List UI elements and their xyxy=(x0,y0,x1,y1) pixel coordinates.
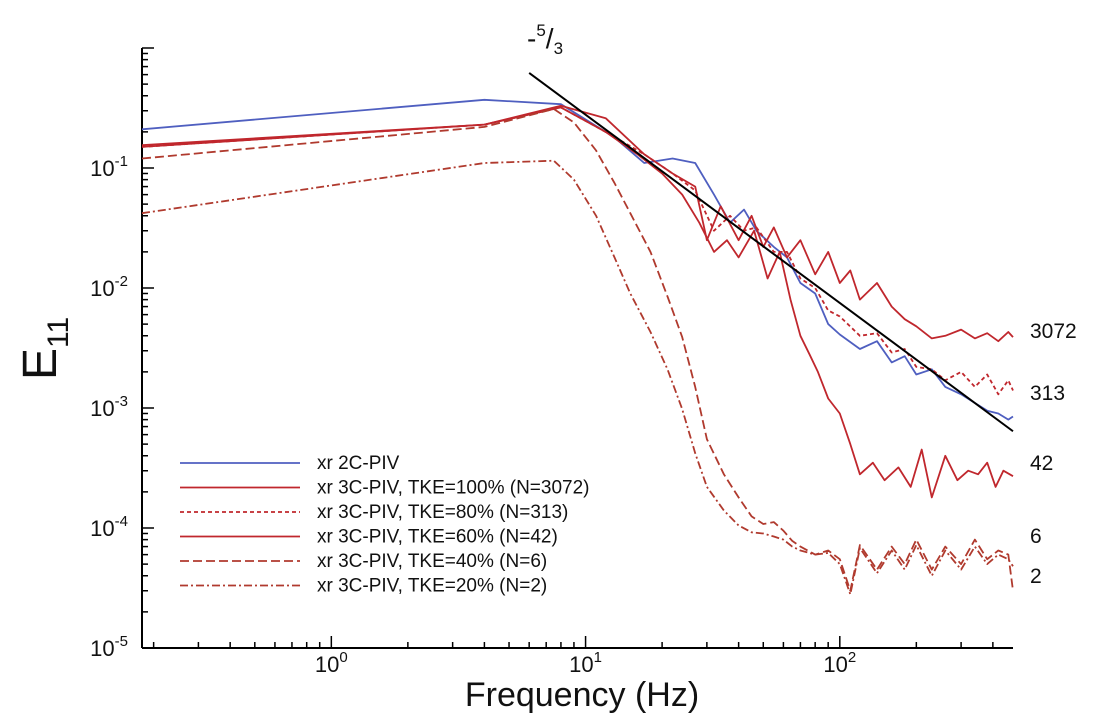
legend-label-3: xr 3C-PIV, TKE=80% (N=313) xyxy=(317,502,568,523)
tick-exponent: -4 xyxy=(115,513,128,530)
series-line-1 xyxy=(141,98,1014,421)
x-axis-title: Frequency (Hz) xyxy=(465,676,699,714)
tick-base: 10 xyxy=(315,652,339,677)
y-tick-label: 10-3 xyxy=(90,393,128,421)
y-axis-title-main: E xyxy=(14,348,67,380)
series-line-5 xyxy=(141,108,1014,592)
y-tick-label: 10-1 xyxy=(90,153,128,181)
series-end-label: 313 xyxy=(1030,382,1065,405)
series-end-label: 2 xyxy=(1030,565,1042,588)
tick-exponent: 1 xyxy=(594,649,602,666)
tick-exponent: -5 xyxy=(115,633,128,650)
slope-annotation: -5/3 xyxy=(527,21,563,58)
series-end-label: 6 xyxy=(1030,525,1042,548)
tick-exponent: -1 xyxy=(115,153,128,170)
legend-label-4: xr 3C-PIV, TKE=60% (N=42) xyxy=(317,527,558,548)
series-end-label: 3072 xyxy=(1030,320,1077,343)
x-tick-label: 101 xyxy=(569,649,602,677)
y-tick-label: 10-2 xyxy=(90,273,128,301)
legend-label-5: xr 3C-PIV, TKE=40% (N=6) xyxy=(317,551,547,572)
tick-base: 10 xyxy=(569,652,593,677)
legend: xr 2C-PIV xr 3C-PIV, TKE=100% (N=3072) xr … xyxy=(180,453,589,597)
slope-denominator: 3 xyxy=(554,39,563,58)
x-tick-label: 102 xyxy=(823,649,856,677)
series-lines xyxy=(141,98,1014,596)
series-line-4 xyxy=(141,106,1014,499)
tick-exponent: -2 xyxy=(115,273,128,290)
tick-base: 10 xyxy=(90,396,114,421)
legend-label-6: xr 3C-PIV, TKE=20% (N=2) xyxy=(317,576,547,597)
y-tick-labels: 10-110-210-310-410-5 xyxy=(90,153,128,661)
series-line-3 xyxy=(141,106,1014,396)
x-tick-label: 100 xyxy=(315,649,348,677)
tick-exponent: 2 xyxy=(848,649,856,666)
slope-prefix: - xyxy=(527,23,536,54)
y-tick-label: 10-4 xyxy=(90,513,128,541)
tick-exponent: -3 xyxy=(115,393,128,410)
x-tick-labels: 100 101 102 xyxy=(315,649,856,677)
tick-base: 10 xyxy=(90,636,114,661)
y-tick-label: 10-5 xyxy=(90,633,128,661)
legend-label-1: xr 2C-PIV xyxy=(317,453,400,474)
legend-label-2: xr 3C-PIV, TKE=100% (N=3072) xyxy=(317,478,589,499)
series-line-6 xyxy=(141,159,1014,596)
tick-base: 10 xyxy=(90,516,114,541)
tick-base: 10 xyxy=(90,276,114,301)
tick-base: 10 xyxy=(823,652,847,677)
series-end-label: 42 xyxy=(1030,452,1053,475)
axis-ticks xyxy=(142,47,994,649)
series-end-labels: 3072 313 42 6 2 xyxy=(1030,320,1077,588)
reference-slope-line xyxy=(528,72,1014,433)
series-line-2 xyxy=(141,104,1014,343)
y-axis-title: E11 xyxy=(14,317,75,380)
tick-base: 10 xyxy=(90,156,114,181)
slope-numerator: 5 xyxy=(536,21,545,40)
y-axis-title-sub: 11 xyxy=(42,317,75,348)
slope-slash: / xyxy=(546,23,554,54)
tick-exponent: 0 xyxy=(339,649,347,666)
plot-frame xyxy=(141,48,1013,649)
